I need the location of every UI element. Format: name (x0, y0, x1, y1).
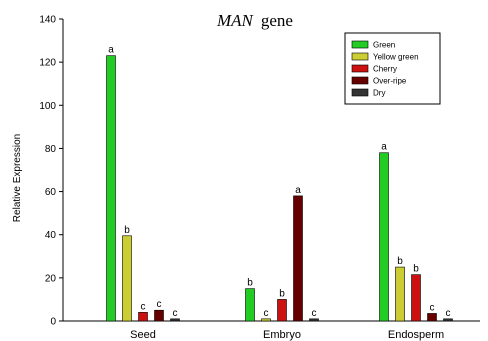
y-tick-label: 20 (45, 273, 57, 284)
bar-significance-label: c (141, 301, 146, 312)
bar-embryo-yellow-green (261, 318, 271, 322)
bar-significance-label: c (157, 299, 162, 310)
bar-significance-label: c (173, 308, 178, 319)
bar-embryo-over-ripe (293, 195, 303, 322)
chart-title: MAN gene (216, 11, 293, 30)
bar-significance-label: c (312, 308, 317, 319)
bar-significance-label: a (295, 185, 301, 196)
y-tick-label: 140 (39, 15, 56, 26)
y-tick-label: 100 (39, 101, 56, 112)
x-tick-label-embryo: Embryo (263, 329, 301, 341)
bar-endosperm-cherry (411, 274, 421, 322)
legend-swatch-cherry (351, 64, 369, 73)
bar-endosperm-green (379, 152, 389, 322)
bar-significance-label: a (381, 142, 387, 153)
chart-title-gene: MAN (216, 11, 255, 30)
legend-entry: Dry (373, 89, 385, 98)
bar-seed-over-ripe (154, 309, 164, 322)
bar-endosperm-dry (443, 318, 453, 322)
x-tick-label-endosperm: Endosperm (388, 329, 444, 341)
bar-significance-label: a (108, 45, 114, 56)
bar-significance-label: b (397, 256, 403, 267)
bar-seed-dry (170, 318, 180, 322)
bar-significance-label: b (413, 264, 419, 275)
legend-entry: Over-ripe (373, 77, 407, 86)
bar-embryo-cherry (277, 299, 287, 322)
y-tick-label: 80 (45, 144, 57, 155)
legend-swatch-green (351, 40, 369, 49)
x-tick-label-seed: Seed (130, 329, 156, 341)
bar-significance-label: c (446, 308, 451, 319)
bar-significance-label: b (247, 278, 253, 289)
bar-significance-label: b (279, 288, 285, 299)
y-tick-label: 0 (50, 317, 56, 328)
legend-entry: Cherry (373, 65, 397, 74)
bar-embryo-green (245, 288, 255, 322)
y-tick-label: 60 (45, 187, 57, 198)
bar-seed-yellow-green (122, 235, 132, 322)
bar-seed-green (106, 55, 116, 322)
legend-swatch-dry (351, 88, 369, 97)
legend-swatch-yellow-green (351, 52, 369, 61)
y-tick-label: 40 (45, 230, 57, 241)
bar-endosperm-yellow-green (395, 266, 405, 322)
bar-endosperm-over-ripe (427, 313, 437, 322)
legend-swatch-over-ripe (351, 76, 369, 85)
chart-title-suffix: gene (261, 11, 293, 30)
bar-significance-label: c (430, 302, 435, 313)
bar-seed-cherry (138, 312, 148, 322)
y-tick-label: 120 (39, 58, 56, 69)
legend-entry: Yellow green (373, 53, 419, 62)
legend-entry: Green (373, 41, 395, 50)
legend: Green Yellow green Cherry Over-ripe Dry (344, 32, 441, 105)
bar-significance-label: b (124, 225, 130, 236)
y-axis-title: Relative Expression (12, 134, 23, 222)
bar-embryo-dry (309, 318, 319, 322)
bar-significance-label: c (264, 308, 269, 319)
